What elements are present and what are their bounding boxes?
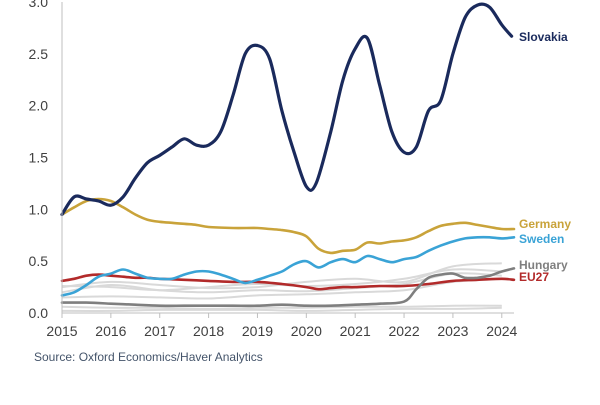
y-tick-label: 1.0 xyxy=(29,201,49,217)
series-line-germany xyxy=(60,197,516,255)
y-tick-label: 3.0 xyxy=(29,0,49,10)
series-line-other-5 xyxy=(61,306,502,312)
series-label-eu27: EU27 xyxy=(519,270,549,284)
series-line-hungary xyxy=(60,267,516,308)
series-label-slovakia: Slovakia xyxy=(519,30,568,44)
x-tick-label: 2016 xyxy=(95,323,126,339)
x-tick-label: 2017 xyxy=(144,323,175,339)
source-note: Source: Oxford Economics/Haver Analytics xyxy=(34,350,263,364)
y-tick-label: 1.5 xyxy=(29,150,49,166)
series-line-other-4 xyxy=(61,304,502,310)
y-tick-label: 0.0 xyxy=(29,305,49,321)
x-tick-label: 2023 xyxy=(437,323,468,339)
series-line-slovakia xyxy=(60,2,514,217)
y-tick-label: 0.5 xyxy=(29,253,49,269)
series-line-eu27 xyxy=(60,273,516,291)
series-line-other-3 xyxy=(61,277,502,300)
x-tick-label: 2024 xyxy=(486,323,517,339)
series-line-sweden xyxy=(60,235,516,297)
x-tick-label: 2015 xyxy=(46,323,77,339)
series-label-sweden: Sweden xyxy=(519,232,564,246)
y-tick-label: 2.5 xyxy=(29,46,49,62)
series-layer xyxy=(60,2,516,308)
series-label-germany: Germany xyxy=(519,217,571,231)
x-tick-label: 2020 xyxy=(291,323,322,339)
y-tick-label: 2.0 xyxy=(29,98,49,114)
x-tick-label: 2018 xyxy=(193,323,224,339)
x-tick-label: 2022 xyxy=(388,323,419,339)
x-tick-label: 2021 xyxy=(340,323,371,339)
x-tick-label: 2019 xyxy=(242,323,273,339)
series-label-hungary: Hungary xyxy=(519,258,568,272)
axes-layer: 0.0 0.5 1.0 1.5 2.0 2.5 3.0 2015 2016 2017 2018 201… xyxy=(29,0,518,339)
